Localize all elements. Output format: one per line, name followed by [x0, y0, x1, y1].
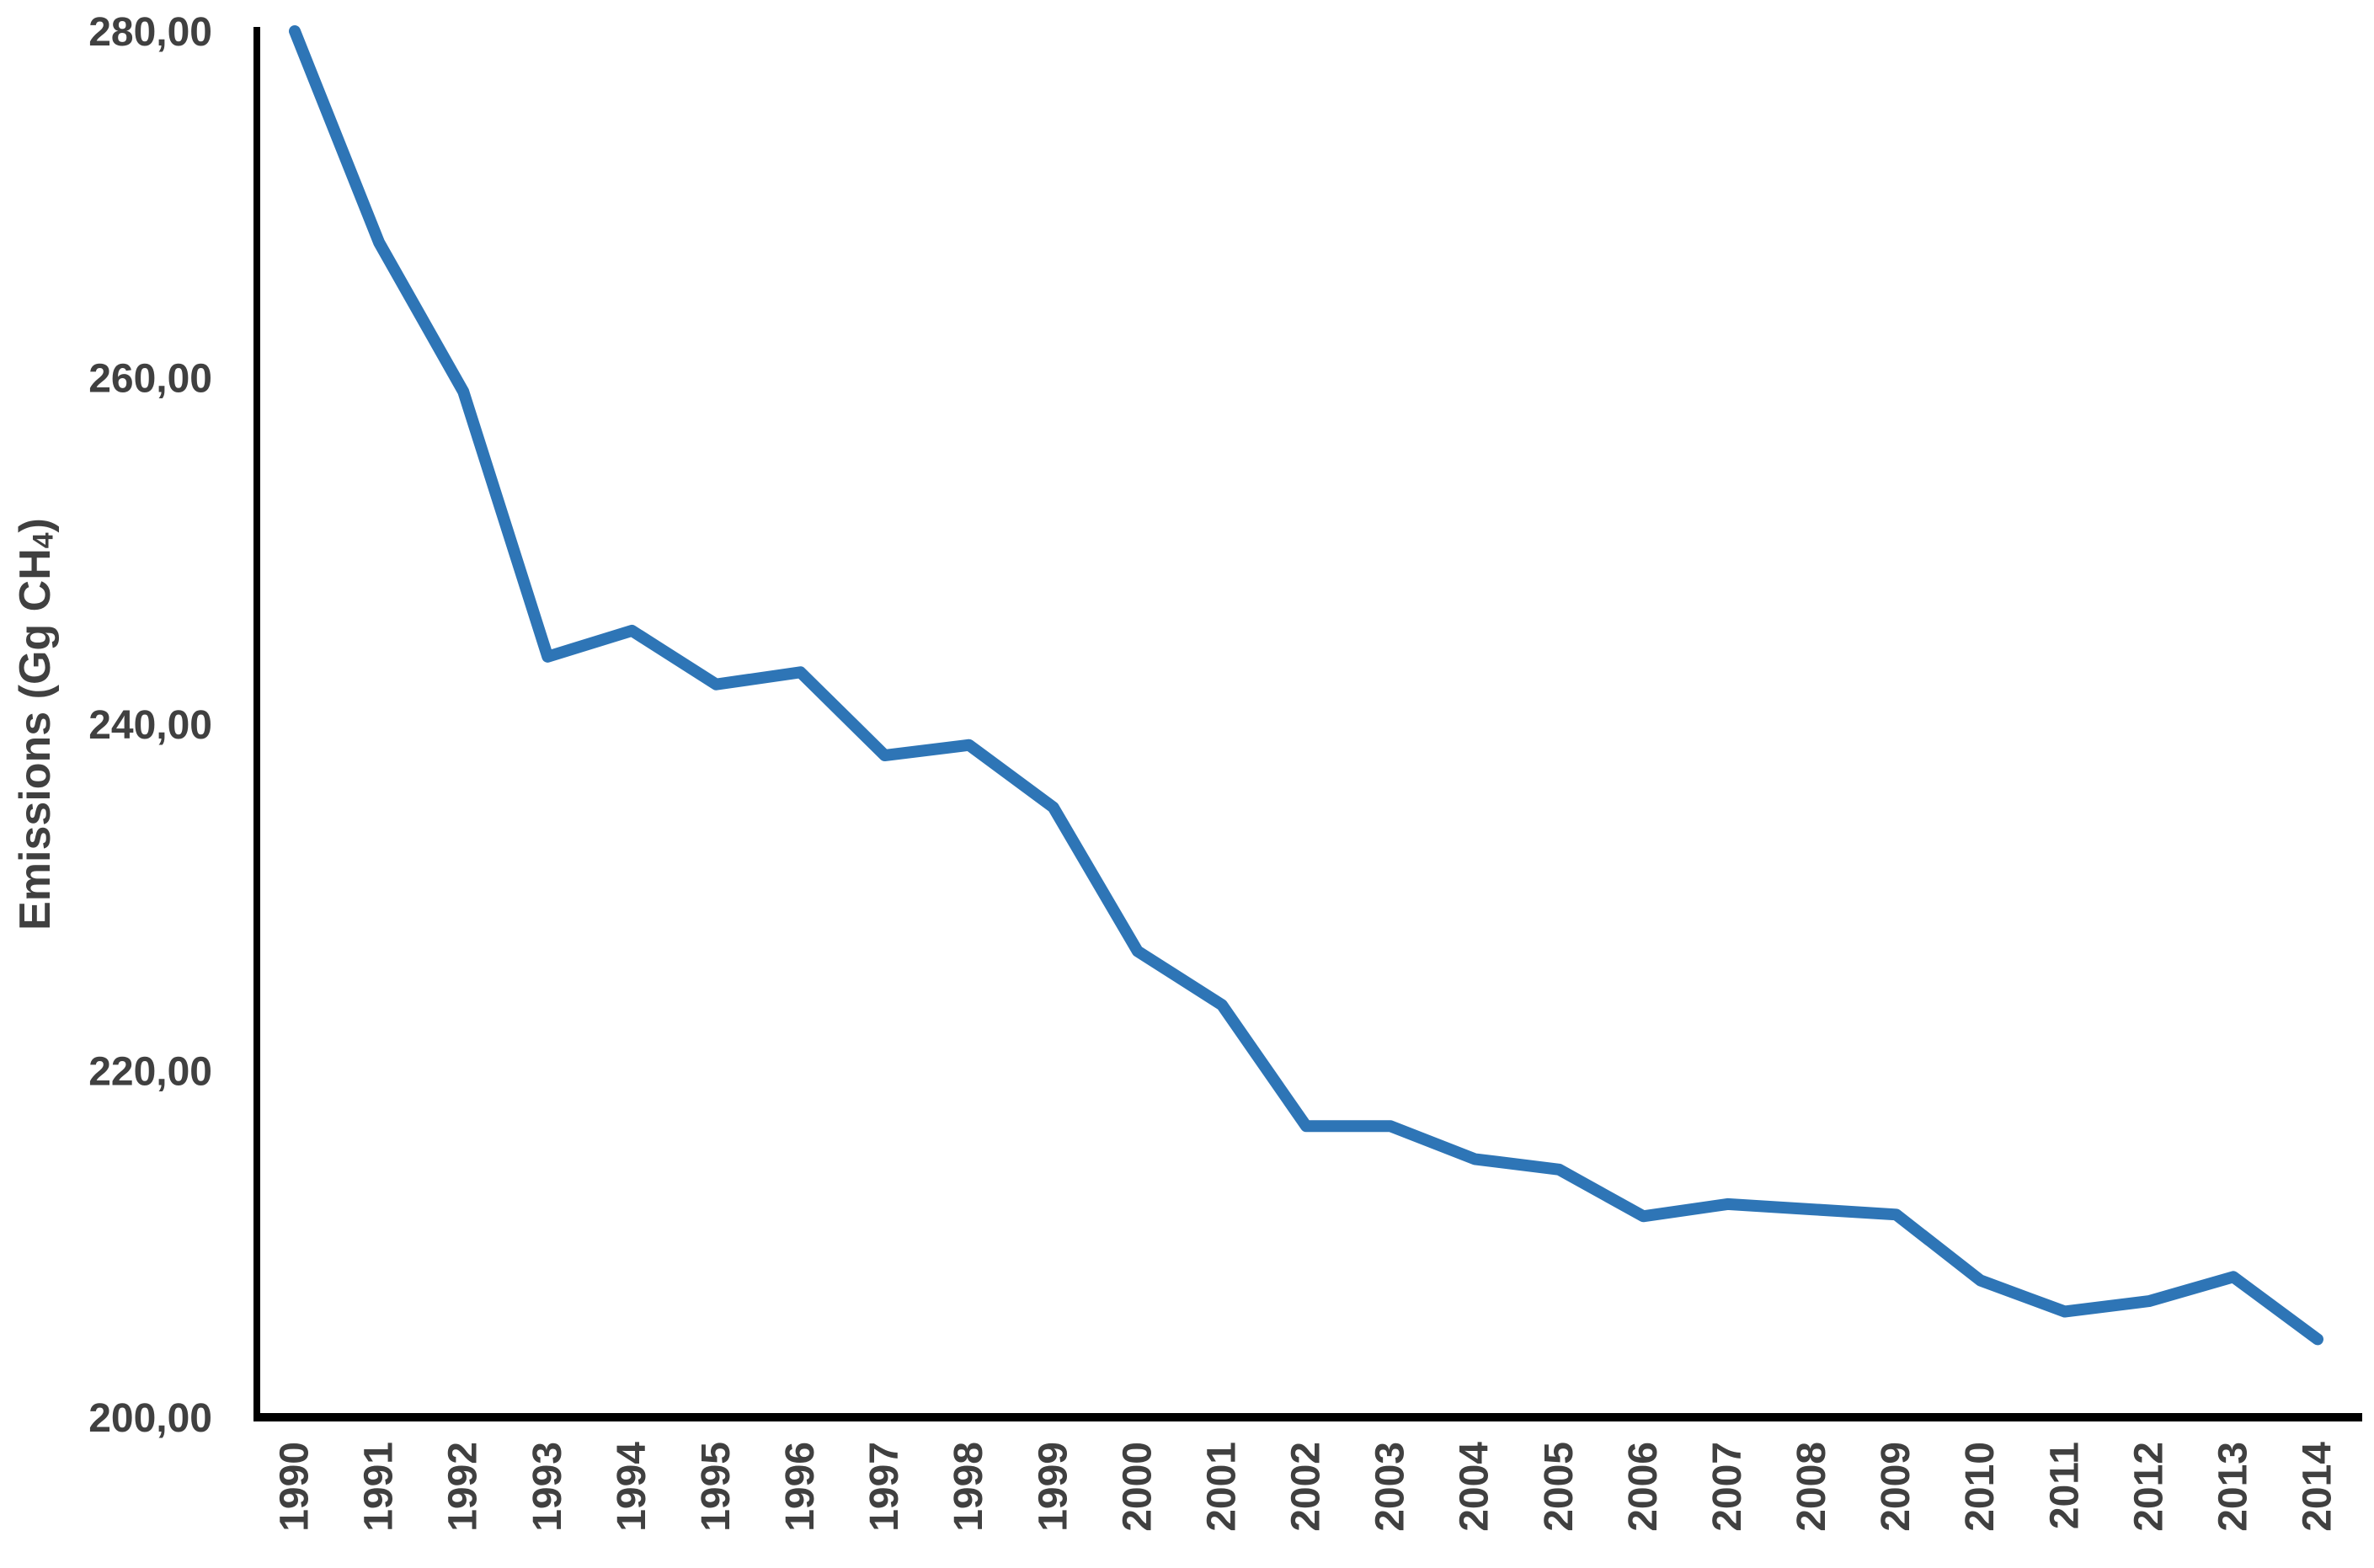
y-tick-label: 240,00	[88, 703, 212, 748]
x-tick-label: 2006	[1621, 1442, 1666, 1532]
x-tick-label: 2007	[1705, 1442, 1750, 1532]
x-tick-label: 1999	[1031, 1442, 1075, 1532]
x-axis: 1990 1991 1992 1993 1994 1995 1996 1997 1998 1999…	[253, 1413, 2362, 1532]
x-tick-label: 1990	[273, 1442, 317, 1532]
y-tick-label: 200,00	[88, 1396, 212, 1441]
x-tick-label: 2000	[1115, 1442, 1160, 1532]
x-tick-label: 2008	[1790, 1442, 1834, 1532]
x-tick-label: 1998	[947, 1442, 991, 1532]
x-tick-label: 2004	[1453, 1442, 1497, 1532]
x-tick-label: 2005	[1537, 1442, 1582, 1532]
x-tick-label: 1994	[610, 1442, 654, 1532]
x-tick-label: 2013	[2211, 1442, 2255, 1532]
y-tick-labels: 200,00 220,00 240,00 260,00 280,00	[88, 10, 212, 1441]
x-tick-label: 1993	[525, 1442, 570, 1532]
y-tick-label: 280,00	[88, 10, 212, 55]
x-tick-label: 1995	[694, 1442, 739, 1532]
y-axis-title: Emissions (Gg CH4)	[11, 518, 60, 931]
x-tick-label: 1991	[357, 1442, 402, 1532]
emissions-series-line	[289, 25, 2323, 1346]
y-axis: 200,00 220,00 240,00 260,00 280,00 Emissions…	[11, 10, 260, 1441]
x-tick-label: 1992	[441, 1442, 486, 1532]
x-tick-label: 2003	[1368, 1442, 1413, 1532]
x-tick-label: 2011	[2042, 1442, 2087, 1529]
x-tick-label: 2012	[2126, 1442, 2171, 1532]
x-tick-label: 2001	[1199, 1442, 1244, 1532]
x-tick-label: 1997	[862, 1442, 907, 1532]
x-tick-label: 2009	[1874, 1442, 1918, 1532]
x-tick-label: 2014	[2296, 1442, 2340, 1532]
x-tick-labels: 1990 1991 1992 1993 1994 1995 1996 1997 1998 1999…	[273, 1442, 2340, 1532]
x-tick-label: 2002	[1284, 1442, 1329, 1532]
y-tick-label: 220,00	[88, 1050, 212, 1095]
x-tick-label: 1996	[778, 1442, 823, 1532]
y-tick-label: 260,00	[88, 357, 212, 402]
x-tick-label: 2010	[1958, 1442, 2003, 1532]
